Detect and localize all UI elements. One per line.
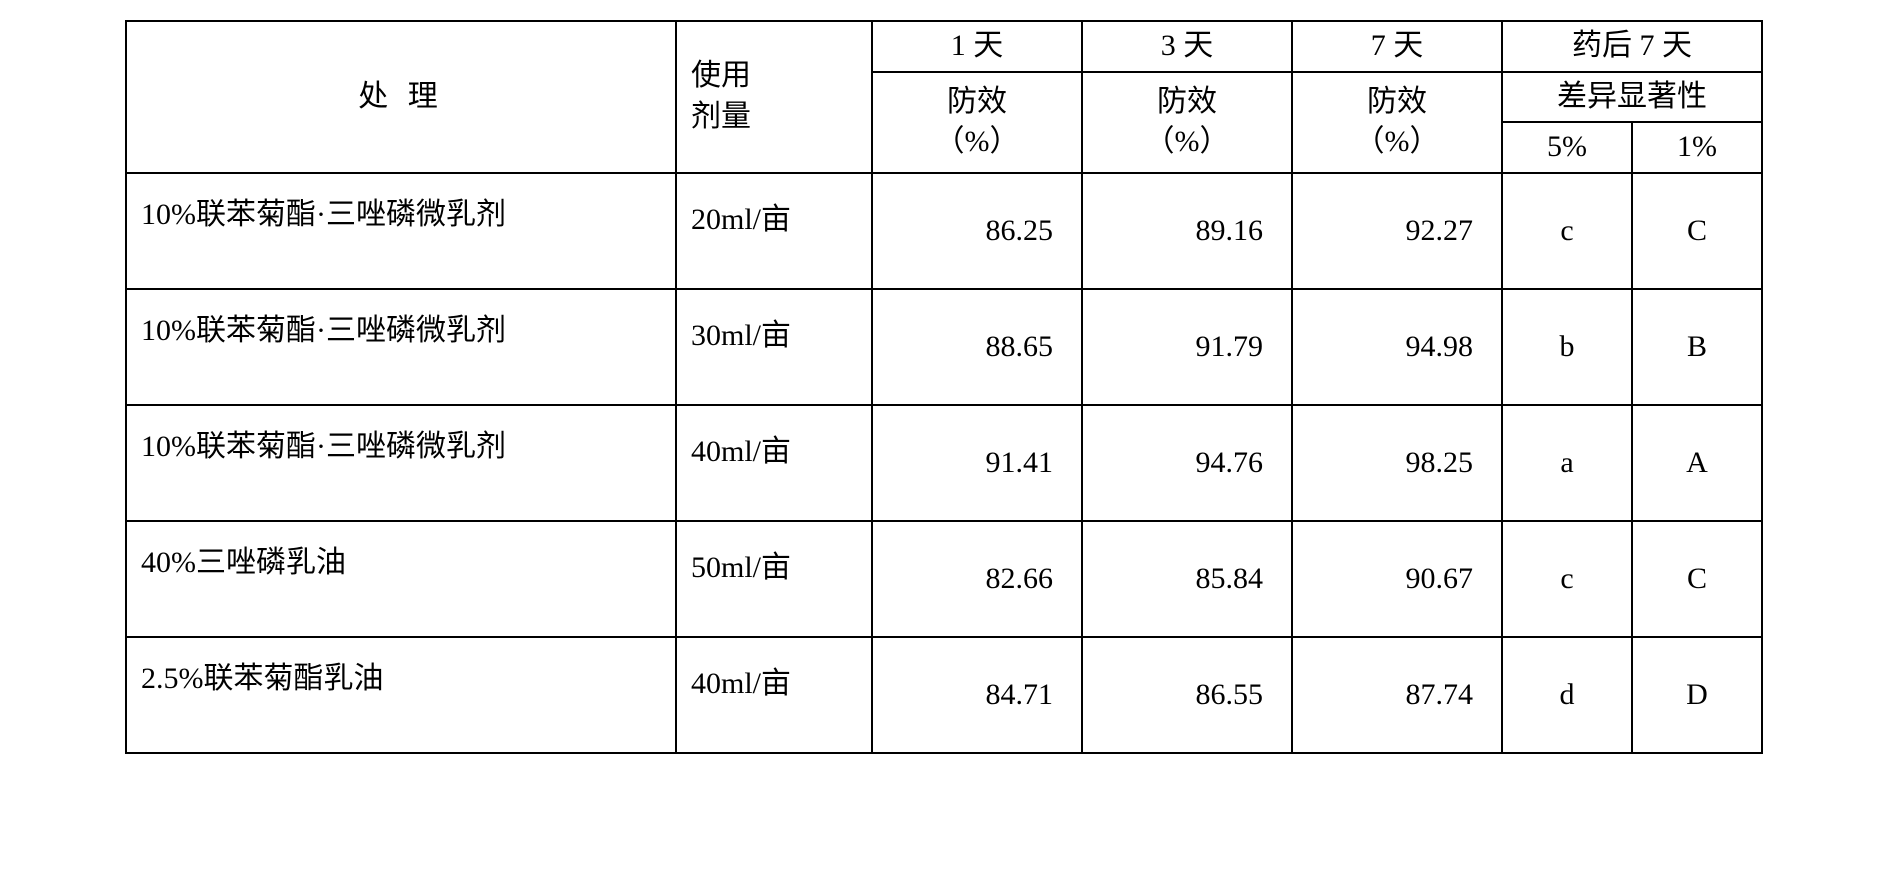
col-sig5: 5% [1502, 122, 1632, 173]
cell-dose: 20ml/亩 [676, 173, 872, 289]
cell-d1: 91.41 [872, 405, 1082, 521]
cell-d7: 87.74 [1292, 637, 1502, 753]
col-eff7: 防效（%） [1292, 72, 1502, 173]
cell-d7: 94.98 [1292, 289, 1502, 405]
col-after7-head: 药后 7 天 [1502, 21, 1762, 72]
cell-d7: 98.25 [1292, 405, 1502, 521]
efficacy-table: 处 理 使用剂量 1 天 3 天 7 天 药后 7 天 防效（%） 防效（%） … [125, 20, 1763, 754]
cell-d1: 86.25 [872, 173, 1082, 289]
table-row: 40%三唑磷乳油 50ml/亩 82.66 85.84 90.67 c C [126, 521, 1762, 637]
cell-s5: d [1502, 637, 1632, 753]
cell-s5: c [1502, 521, 1632, 637]
col-day7-head: 7 天 [1292, 21, 1502, 72]
col-treatment: 处 理 [126, 21, 676, 173]
cell-treatment: 10%联苯菊酯·三唑磷微乳剂 [126, 405, 676, 521]
cell-s1: C [1632, 173, 1762, 289]
table-row: 10%联苯菊酯·三唑磷微乳剂 20ml/亩 86.25 89.16 92.27 … [126, 173, 1762, 289]
cell-treatment: 2.5%联苯菊酯乳油 [126, 637, 676, 753]
cell-d3: 91.79 [1082, 289, 1292, 405]
cell-s5: b [1502, 289, 1632, 405]
cell-d3: 94.76 [1082, 405, 1292, 521]
table-row: 10%联苯菊酯·三唑磷微乳剂 30ml/亩 88.65 91.79 94.98 … [126, 289, 1762, 405]
cell-s1: A [1632, 405, 1762, 521]
col-dose: 使用剂量 [676, 21, 872, 173]
cell-dose: 40ml/亩 [676, 637, 872, 753]
col-sig-head: 差异显著性 [1502, 72, 1762, 123]
table-row: 10%联苯菊酯·三唑磷微乳剂 40ml/亩 91.41 94.76 98.25 … [126, 405, 1762, 521]
col-day1-head: 1 天 [872, 21, 1082, 72]
table-row: 2.5%联苯菊酯乳油 40ml/亩 84.71 86.55 87.74 d D [126, 637, 1762, 753]
cell-s1: B [1632, 289, 1762, 405]
cell-d3: 86.55 [1082, 637, 1292, 753]
col-sig1: 1% [1632, 122, 1762, 173]
col-day3-head: 3 天 [1082, 21, 1292, 72]
cell-d3: 85.84 [1082, 521, 1292, 637]
cell-dose: 30ml/亩 [676, 289, 872, 405]
col-eff1: 防效（%） [872, 72, 1082, 173]
cell-d1: 88.65 [872, 289, 1082, 405]
cell-treatment: 10%联苯菊酯·三唑磷微乳剂 [126, 289, 676, 405]
cell-treatment: 40%三唑磷乳油 [126, 521, 676, 637]
cell-s5: c [1502, 173, 1632, 289]
cell-s1: D [1632, 637, 1762, 753]
cell-d7: 92.27 [1292, 173, 1502, 289]
cell-d3: 89.16 [1082, 173, 1292, 289]
cell-treatment: 10%联苯菊酯·三唑磷微乳剂 [126, 173, 676, 289]
table-body: 10%联苯菊酯·三唑磷微乳剂 20ml/亩 86.25 89.16 92.27 … [126, 173, 1762, 753]
cell-s5: a [1502, 405, 1632, 521]
cell-d1: 82.66 [872, 521, 1082, 637]
col-eff3: 防效（%） [1082, 72, 1292, 173]
cell-d1: 84.71 [872, 637, 1082, 753]
cell-s1: C [1632, 521, 1762, 637]
cell-dose: 50ml/亩 [676, 521, 872, 637]
cell-dose: 40ml/亩 [676, 405, 872, 521]
table-header: 处 理 使用剂量 1 天 3 天 7 天 药后 7 天 防效（%） 防效（%） … [126, 21, 1762, 173]
cell-d7: 90.67 [1292, 521, 1502, 637]
